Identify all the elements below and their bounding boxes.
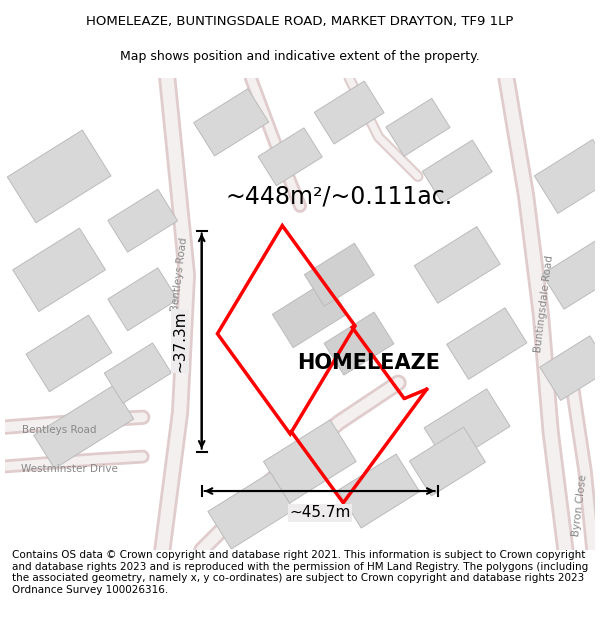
Polygon shape (263, 420, 356, 503)
Polygon shape (386, 98, 450, 156)
Polygon shape (535, 139, 600, 213)
Text: ~45.7m: ~45.7m (289, 505, 350, 520)
Text: Map shows position and indicative extent of the property.: Map shows position and indicative extent… (120, 50, 480, 62)
Text: Westminster Drive: Westminster Drive (20, 464, 118, 474)
Polygon shape (208, 472, 294, 549)
Text: Bentleys Road: Bentleys Road (170, 237, 190, 312)
Text: Contains OS data © Crown copyright and database right 2021. This information is : Contains OS data © Crown copyright and d… (12, 550, 588, 595)
Polygon shape (314, 81, 384, 144)
Text: ~37.3m: ~37.3m (173, 310, 188, 372)
Polygon shape (542, 240, 600, 309)
Polygon shape (324, 312, 394, 375)
Polygon shape (304, 243, 374, 306)
Text: HOMELEAZE, BUNTINGSDALE ROAD, MARKET DRAYTON, TF9 1LP: HOMELEAZE, BUNTINGSDALE ROAD, MARKET DRA… (86, 16, 514, 28)
Polygon shape (338, 454, 419, 528)
Polygon shape (34, 386, 134, 469)
Polygon shape (272, 281, 347, 348)
Text: Bentleys Road: Bentleys Road (22, 425, 97, 435)
Text: Buntingsdale Road: Buntingsdale Road (533, 255, 555, 353)
Polygon shape (446, 308, 527, 379)
Polygon shape (7, 130, 111, 222)
Text: Byron Close: Byron Close (571, 474, 589, 538)
Polygon shape (540, 336, 600, 401)
Polygon shape (194, 89, 269, 156)
Polygon shape (108, 189, 178, 252)
Polygon shape (258, 128, 322, 186)
Text: ~448m²/~0.111ac.: ~448m²/~0.111ac. (226, 184, 453, 208)
Polygon shape (409, 427, 485, 496)
Polygon shape (26, 315, 112, 392)
Text: HOMELEAZE: HOMELEAZE (298, 353, 440, 373)
Polygon shape (424, 389, 510, 466)
Polygon shape (104, 343, 172, 403)
Polygon shape (108, 268, 178, 331)
Polygon shape (422, 140, 492, 203)
Polygon shape (415, 227, 500, 303)
Polygon shape (13, 228, 106, 311)
